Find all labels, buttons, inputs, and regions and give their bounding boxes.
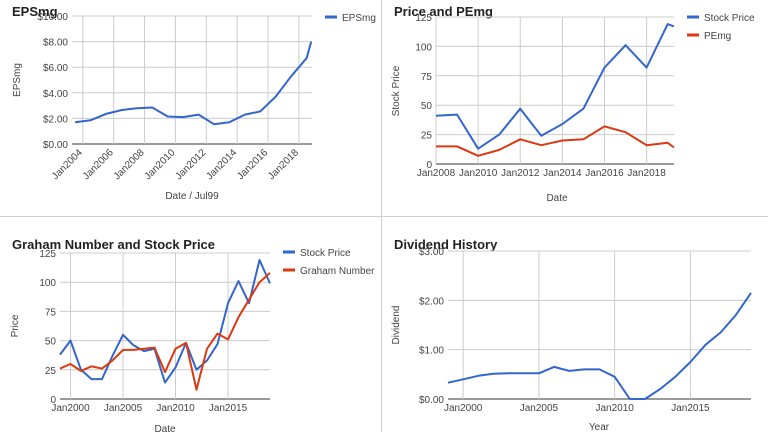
y-axis-label: Price (10, 314, 21, 337)
y-tick-label: $3.00 (419, 247, 444, 258)
y-tick-label: 100 (415, 42, 432, 53)
y-tick-label: 100 (39, 278, 56, 289)
legend-label: Stock Price (300, 248, 351, 259)
series-line-stock-price (435, 23, 675, 150)
y-tick-label: $4.00 (43, 89, 68, 100)
x-tick-label: Jan2018 (266, 147, 301, 182)
x-tick-label: Jan2008 (112, 147, 147, 182)
y-tick-label: 50 (45, 337, 57, 348)
legend-label: Graham Number (300, 266, 375, 277)
graham-chart-panel: Graham Number and Stock Price 0 25 50 75 100 1… (0, 217, 381, 432)
y-tick-label: 50 (421, 101, 433, 112)
series-line-pemg (436, 125, 675, 157)
y-tick-label: $2.00 (43, 114, 68, 125)
series-line-graham-number (59, 272, 271, 391)
x-tick-label: Jan2008 (417, 168, 456, 179)
y-axis-label: EPSmg (12, 63, 23, 97)
x-tick-label: Jan2004 (50, 147, 85, 182)
x-axis-label: Date / Jul99 (165, 191, 219, 202)
x-tick-label: Jan2000 (444, 403, 483, 414)
dividend-chart-panel: Dividend History $0.00 $1.00 $2.00 $3.00 Jan2… (382, 217, 768, 432)
y-tick-label: 25 (45, 366, 57, 377)
legend-label: Stock Price (704, 13, 755, 24)
y-tick-label: 75 (45, 307, 57, 318)
x-tick-label: Jan2010 (156, 403, 195, 414)
chart-title: Dividend History (394, 237, 498, 252)
y-axis-label: Stock Price (391, 65, 402, 116)
x-tick-label: Jan2005 (520, 403, 559, 414)
series-line-stock-price (59, 259, 271, 384)
y-tick-label: $0.00 (43, 140, 68, 151)
y-tick-label: 75 (421, 72, 433, 83)
series-line-dividend (447, 292, 752, 400)
y-tick-label: 0 (50, 395, 56, 406)
y-tick-label: $6.00 (43, 63, 68, 74)
chart-title: Graham Number and Stock Price (12, 237, 215, 252)
x-axis-label: Year (589, 422, 610, 432)
x-tick-label: Jan2016 (585, 168, 624, 179)
legend-label: EPSmg (342, 13, 376, 24)
y-tick-label: $1.00 (419, 346, 444, 357)
panel-divider-horizontal (0, 216, 768, 217)
x-tick-label: Jan2010 (595, 403, 634, 414)
legend-label: PEmg (704, 31, 731, 42)
x-tick-label: Jan2010 (459, 168, 498, 179)
x-tick-label: Jan2012 (173, 147, 208, 182)
x-tick-label: Jan2012 (501, 168, 540, 179)
dividend-chart: Dividend History $0.00 $1.00 $2.00 $3.00 Jan2… (391, 237, 752, 432)
y-tick-label: $2.00 (419, 296, 444, 307)
chart-title: Price and PEmg (394, 4, 493, 19)
x-tick-label: Jan2015 (671, 403, 710, 414)
x-tick-label: Jan2014 (204, 147, 239, 182)
x-tick-label: Jan2016 (235, 147, 270, 182)
x-axis-label: Date (154, 424, 176, 432)
y-tick-label: $10.00 (37, 12, 68, 23)
x-tick-label: Jan2014 (543, 168, 582, 179)
y-tick-label: $0.00 (419, 395, 444, 406)
y-tick-label: 25 (421, 131, 433, 142)
x-tick-label: Jan2000 (51, 403, 90, 414)
y-tick-label: $8.00 (43, 38, 68, 49)
eps-chart-panel: EPSmg $0.00 $2.00 $4.00 $6.00 $8.00 $10.00 Jan2… (0, 0, 381, 216)
y-tick-label: 125 (39, 249, 56, 260)
x-tick-label: Jan2006 (81, 147, 116, 182)
x-tick-label: Jan2010 (143, 147, 178, 182)
chart-title: EPSmg (12, 4, 58, 19)
x-tick-label: Jan2005 (104, 403, 143, 414)
y-tick-label: 0 (426, 160, 432, 171)
x-tick-label: Jan2015 (209, 403, 248, 414)
eps-chart: EPSmg $0.00 $2.00 $4.00 $6.00 $8.00 $10.00 Jan2… (12, 4, 376, 202)
series-line-epsmg (74, 41, 313, 126)
y-tick-label: 125 (415, 13, 432, 24)
y-axis-label: Dividend (391, 306, 402, 345)
x-tick-label: Jan2018 (627, 168, 666, 179)
price-pe-chart-panel: Price and PEmg 0 25 50 75 100 125 Jan2008 Jan201… (382, 0, 768, 216)
x-axis-label: Date (546, 193, 568, 204)
graham-chart: Graham Number and Stock Price 0 25 50 75 100 1… (10, 237, 375, 432)
